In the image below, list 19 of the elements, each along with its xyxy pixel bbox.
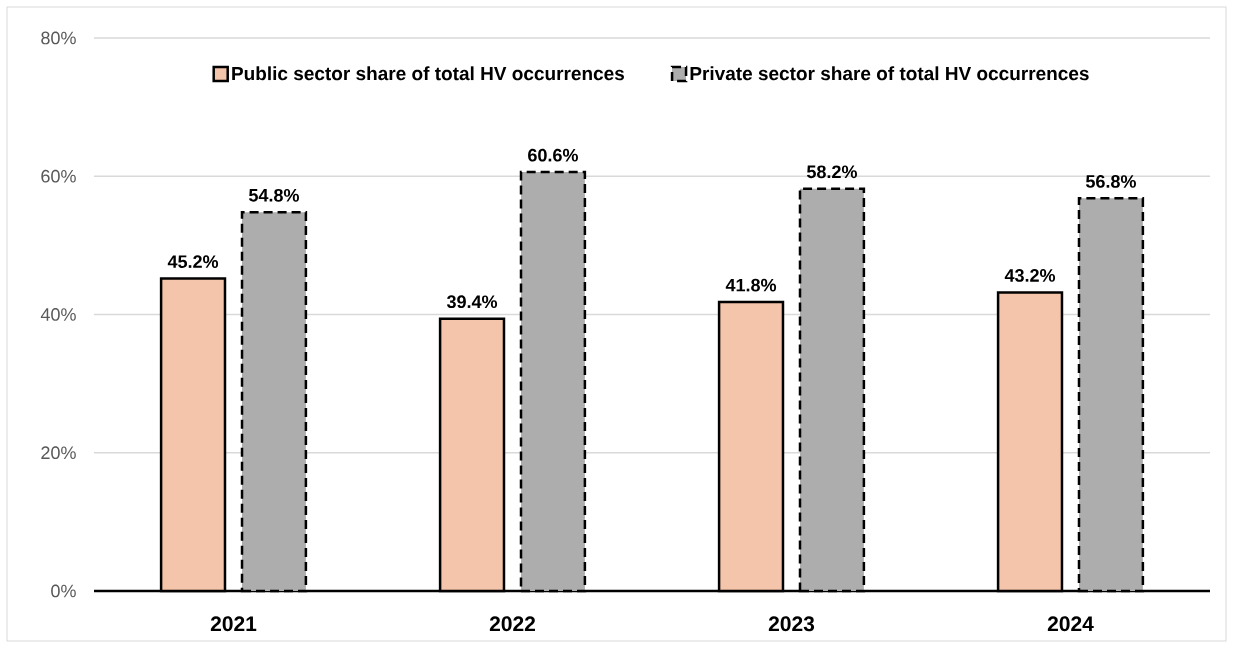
data-label: 43.2% (1004, 269, 1056, 282)
data-label: 45.2% (167, 255, 219, 269)
data-label: 54.8% (248, 188, 299, 202)
y-tick-label: 40% (40, 308, 76, 321)
data-label: 39.4% (446, 295, 498, 309)
y-tick-label: 60% (41, 169, 76, 183)
data-label: 41.8% (725, 278, 777, 292)
x-tick-label: 2022 (489, 616, 535, 632)
legend-label: Public sector share of total HV occurrences (232, 66, 624, 81)
y-tick-label: 80% (41, 31, 76, 45)
data-label: 58.2% (806, 165, 857, 179)
y-tick-label: 20% (41, 446, 76, 460)
x-tick-label: 2021 (210, 616, 257, 632)
x-tick-label: 2024 (1047, 616, 1094, 632)
legend-label: Private sector share of total HV occurrences (690, 66, 1089, 81)
data-label: 56.8% (1085, 175, 1136, 188)
data-label: 60.6% (528, 148, 578, 162)
x-tick-label: 2023 (768, 616, 815, 632)
y-tick-label: 0% (51, 584, 76, 598)
